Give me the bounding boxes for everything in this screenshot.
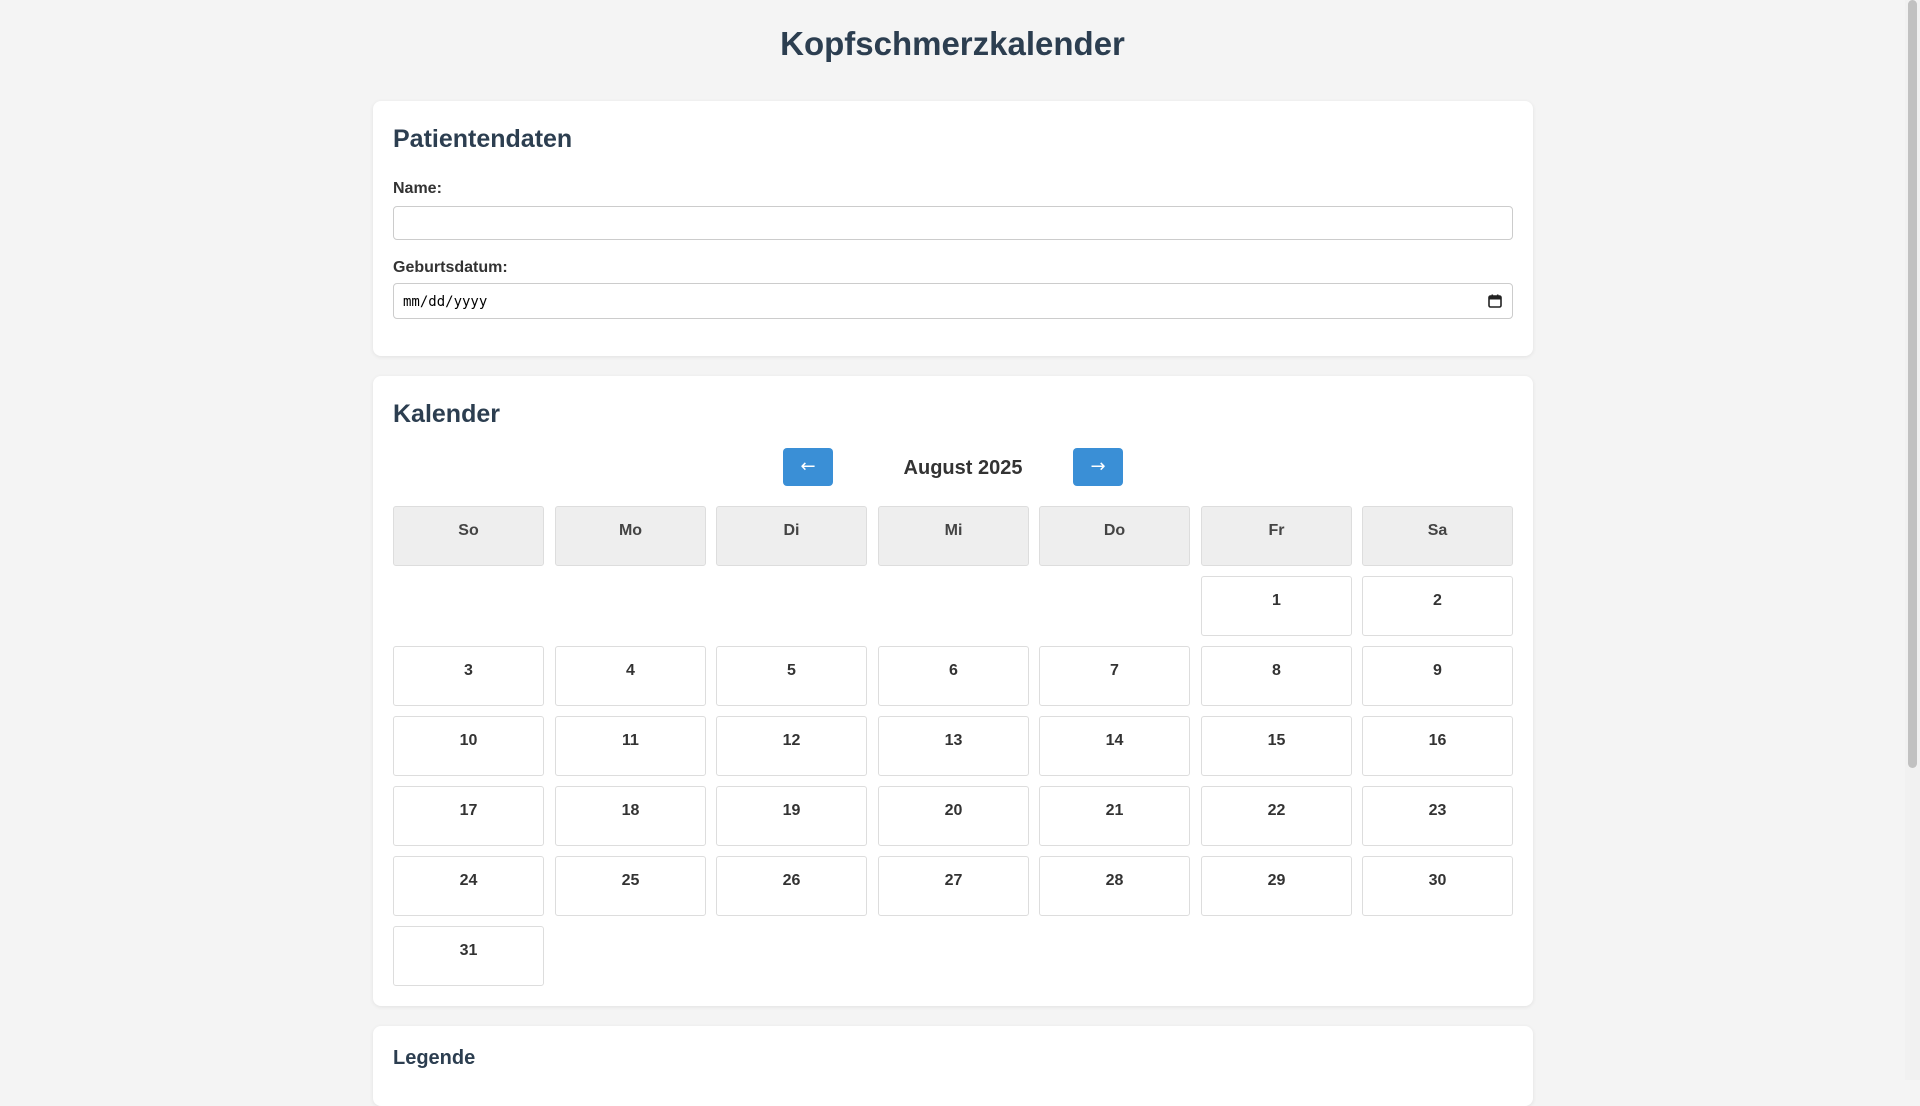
weekday-header-mo: Mo [555, 506, 706, 566]
page: Kopfschmerzkalender Patientendaten Name:… [373, 25, 1533, 1106]
day-cell-5[interactable]: 5 [716, 646, 867, 706]
name-input[interactable] [393, 206, 1513, 240]
weekday-header-mi: Mi [878, 506, 1029, 566]
day-cell-8[interactable]: 8 [1201, 646, 1352, 706]
legend-card: Legende [373, 1026, 1533, 1106]
weekday-header-do: Do [1039, 506, 1190, 566]
birthdate-input[interactable]: mm/dd/yyyy [393, 283, 1513, 319]
weekday-header-sa: Sa [1362, 506, 1513, 566]
day-cell-31[interactable]: 31 [393, 926, 544, 986]
day-cell-27[interactable]: 27 [878, 856, 1029, 916]
current-month-label: August 2025 [903, 457, 1023, 479]
calendar-picker-icon[interactable] [1488, 294, 1502, 308]
day-cell-13[interactable]: 13 [878, 716, 1029, 776]
weekday-header-di: Di [716, 506, 867, 566]
day-cell-28[interactable]: 28 [1039, 856, 1190, 916]
calendar-section-title: Kalender [393, 400, 500, 428]
patient-card: Patientendaten Name: Geburtsdatum: mm/dd… [373, 101, 1533, 356]
weekday-header-fr: Fr [1201, 506, 1352, 566]
calendar-card: Kalender ← August 2025 → So Mo Di Mi Do Fr Sa 1… [373, 376, 1533, 1006]
day-cell-1[interactable]: 1 [1201, 576, 1352, 636]
day-cell-18[interactable]: 18 [555, 786, 706, 846]
day-cell-3[interactable]: 3 [393, 646, 544, 706]
day-cell-29[interactable]: 29 [1201, 856, 1352, 916]
page-title: Kopfschmerzkalender [780, 25, 1125, 62]
day-cell-6[interactable]: 6 [878, 646, 1029, 706]
day-cell-17[interactable]: 17 [393, 786, 544, 846]
weekday-header-so: So [393, 506, 544, 566]
day-cell-7[interactable]: 7 [1039, 646, 1190, 706]
day-cell-22[interactable]: 22 [1201, 786, 1352, 846]
day-cell-26[interactable]: 26 [716, 856, 867, 916]
day-cell-23[interactable]: 23 [1362, 786, 1513, 846]
scrollbar-thumb[interactable] [1908, 0, 1917, 768]
day-cell-24[interactable]: 24 [393, 856, 544, 916]
day-cell-25[interactable]: 25 [555, 856, 706, 916]
day-cell-10[interactable]: 10 [393, 716, 544, 776]
day-cell-4[interactable]: 4 [555, 646, 706, 706]
day-cell-12[interactable]: 12 [716, 716, 867, 776]
legend-section-title: Legende [393, 1047, 476, 1069]
day-cell-2[interactable]: 2 [1362, 576, 1513, 636]
day-cell-21[interactable]: 21 [1039, 786, 1190, 846]
previous-month-button[interactable]: ← [783, 448, 833, 486]
day-cell-30[interactable]: 30 [1362, 856, 1513, 916]
day-cell-16[interactable]: 16 [1362, 716, 1513, 776]
birthdate-label: Geburtsdatum: [393, 259, 508, 276]
patient-section-title: Patientendaten [393, 125, 573, 153]
day-cell-9[interactable]: 9 [1362, 646, 1513, 706]
day-cell-15[interactable]: 15 [1201, 716, 1352, 776]
day-cell-14[interactable]: 14 [1039, 716, 1190, 776]
day-cell-11[interactable]: 11 [555, 716, 706, 776]
next-month-button[interactable]: → [1073, 448, 1123, 486]
page-scrollbar[interactable] [1905, 0, 1920, 1080]
day-cell-20[interactable]: 20 [878, 786, 1029, 846]
name-label: Name: [393, 180, 442, 197]
birthdate-placeholder: mm/dd/yyyy [403, 294, 488, 310]
day-cell-19[interactable]: 19 [716, 786, 867, 846]
